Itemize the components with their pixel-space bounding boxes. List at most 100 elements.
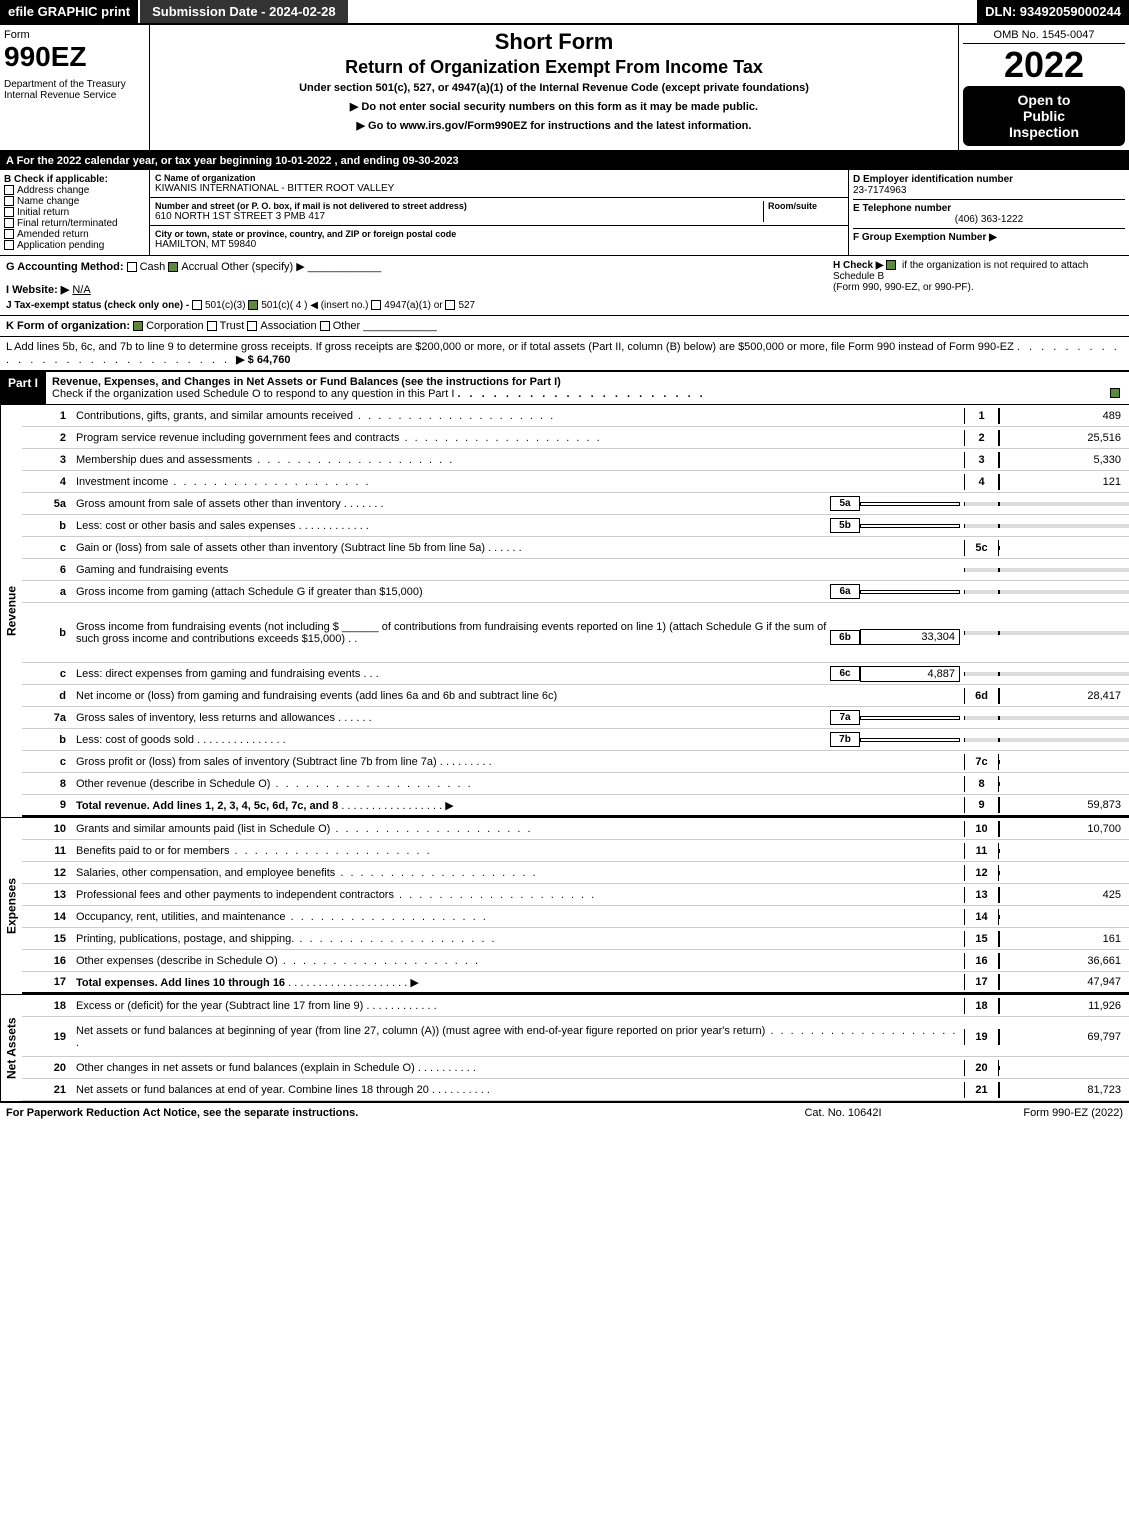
line-1-amt: 489	[999, 408, 1129, 424]
line-12-amt	[999, 871, 1129, 875]
line-15: 15 Printing, publications, postage, and …	[22, 928, 1129, 950]
line-5a-sub: 5a	[830, 496, 860, 511]
chk-accrual[interactable]	[168, 262, 178, 272]
chk-other-org[interactable]	[320, 321, 330, 331]
part1-label: Part I	[0, 372, 46, 404]
line-6d-amt: 28,417	[999, 688, 1129, 704]
line-20-amt	[999, 1066, 1129, 1070]
chk-527[interactable]	[445, 300, 455, 310]
part1-title: Revenue, Expenses, and Changes in Net As…	[46, 372, 1129, 404]
line-19-num: 19	[22, 1029, 72, 1045]
chk-final-return[interactable]: Final return/terminated	[4, 218, 145, 229]
form-title: Short Form	[154, 29, 954, 55]
netassets-vert-label: Net Assets	[0, 995, 22, 1101]
row-g: G Accounting Method: Cash Accrual Other …	[6, 260, 823, 311]
line-7a-box-shaded	[964, 716, 999, 720]
chk-501c[interactable]	[248, 300, 258, 310]
line-6b-box-shaded	[964, 631, 999, 635]
line-6c-subamt: 4,887	[860, 666, 960, 682]
chk-address-change[interactable]: Address change	[4, 185, 145, 196]
line-5a-num: 5a	[22, 496, 72, 512]
line-4-box: 4	[964, 474, 999, 490]
group-exemption-label: F Group Exemption Number ▶	[853, 232, 997, 243]
chk-trust[interactable]	[207, 321, 217, 331]
form-label: Form	[4, 29, 145, 41]
chk-cash[interactable]	[127, 262, 137, 272]
line-18-desc: Excess or (deficit) for the year (Subtra…	[76, 1000, 363, 1012]
line-2-box: 2	[964, 430, 999, 446]
line-1-num: 1	[22, 408, 72, 424]
line-5a: 5a Gross amount from sale of assets othe…	[22, 493, 1129, 515]
opt-501c3: 501(c)(3)	[205, 300, 246, 311]
line-19-amt: 69,797	[999, 1029, 1129, 1045]
chk-initial-return[interactable]: Initial return	[4, 207, 145, 218]
line-4-amt: 121	[999, 474, 1129, 490]
chk-amended-return[interactable]: Amended return	[4, 229, 145, 240]
line-6b-num: b	[22, 625, 72, 641]
submission-date-button[interactable]: Submission Date - 2024-02-28	[140, 0, 348, 23]
line-21-desc: Net assets or fund balances at end of ye…	[76, 1084, 429, 1096]
tax-exempt-label: J Tax-exempt status (check only one) -	[6, 300, 189, 311]
section-a-year: A For the 2022 calendar year, or tax yea…	[0, 152, 1129, 170]
dept-treasury: Department of the Treasury	[4, 79, 145, 90]
h-check-label: H Check ▶	[833, 260, 883, 271]
dln-label: DLN: 93492059000244	[977, 0, 1129, 23]
footer-mid: Cat. No. 10642I	[743, 1107, 943, 1119]
efile-print-label[interactable]: efile GRAPHIC print	[0, 0, 138, 23]
org-name-label: C Name of organization	[155, 173, 843, 183]
chk-corp[interactable]	[133, 321, 143, 331]
chk-amended-return-label: Amended return	[17, 229, 89, 240]
chk-name-change[interactable]: Name change	[4, 196, 145, 207]
opt-other-org: Other	[333, 320, 361, 332]
line-5c-amt	[999, 546, 1129, 550]
form-header: Form 990EZ Department of the Treasury In…	[0, 25, 1129, 152]
header-note-link[interactable]: ▶ Go to www.irs.gov/Form990EZ for instru…	[154, 119, 954, 132]
line-11-box: 11	[964, 843, 999, 859]
chk-app-pending-label: Application pending	[17, 240, 104, 251]
row-l: L Add lines 5b, 6c, and 7b to line 9 to …	[0, 337, 1129, 372]
line-3-desc: Membership dues and assessments	[76, 454, 252, 466]
chk-app-pending[interactable]: Application pending	[4, 240, 145, 251]
part1-header-row: Part I Revenue, Expenses, and Changes in…	[0, 372, 1129, 405]
chk-assoc[interactable]	[247, 321, 257, 331]
line-8-num: 8	[22, 776, 72, 792]
org-name: KIWANIS INTERNATIONAL - BITTER ROOT VALL…	[155, 183, 843, 194]
line-5a-desc: Gross amount from sale of assets other t…	[76, 498, 341, 510]
line-7a-sub: 7a	[830, 710, 860, 725]
line-3-amt: 5,330	[999, 452, 1129, 468]
line-7b-num: b	[22, 732, 72, 748]
line-14-num: 14	[22, 909, 72, 925]
row-h: H Check ▶ if the organization is not req…	[823, 260, 1123, 311]
part1-check-text: Check if the organization used Schedule …	[52, 388, 454, 400]
chk-501c3[interactable]	[192, 300, 202, 310]
line-2: 2 Program service revenue including gove…	[22, 427, 1129, 449]
line-7b-desc: Less: cost of goods sold	[76, 734, 194, 746]
line-6-num: 6	[22, 562, 72, 578]
line-7a: 7a Gross sales of inventory, less return…	[22, 707, 1129, 729]
chk-schedule-b[interactable]	[886, 260, 896, 270]
line-5c-box: 5c	[964, 540, 999, 556]
line-6: 6 Gaming and fundraising events	[22, 559, 1129, 581]
expenses-section: Expenses 10 Grants and similar amounts p…	[0, 818, 1129, 995]
line-8-desc: Other revenue (describe in Schedule O)	[76, 778, 270, 790]
line-7a-desc: Gross sales of inventory, less returns a…	[76, 712, 335, 724]
line-5a-subamt	[860, 502, 960, 506]
opt-trust: Trust	[220, 320, 245, 332]
opt-accrual: Accrual	[181, 261, 218, 273]
chk-schedule-o[interactable]	[1110, 388, 1120, 398]
line-9-desc: Total revenue. Add lines 1, 2, 3, 4, 5c,…	[76, 800, 338, 812]
line-13-desc: Professional fees and other payments to …	[76, 889, 394, 901]
expenses-body: 10 Grants and similar amounts paid (list…	[22, 818, 1129, 994]
line-16-amt: 36,661	[999, 953, 1129, 969]
line-16-num: 16	[22, 953, 72, 969]
header-note-ssn: ▶ Do not enter social security numbers o…	[154, 100, 954, 113]
org-address: 610 NORTH 1ST STREET 3 PMB 417	[155, 211, 763, 222]
line-14-amt	[999, 915, 1129, 919]
opt-other: Other (specify) ▶	[221, 261, 305, 273]
h-text3: (Form 990, 990-EZ, or 990-PF).	[833, 282, 974, 293]
chk-4947[interactable]	[371, 300, 381, 310]
line-14-desc: Occupancy, rent, utilities, and maintena…	[76, 911, 286, 923]
line-7a-num: 7a	[22, 710, 72, 726]
line-19-desc: Net assets or fund balances at beginning…	[76, 1025, 765, 1037]
line-6b-subamt: 33,304	[860, 629, 960, 645]
